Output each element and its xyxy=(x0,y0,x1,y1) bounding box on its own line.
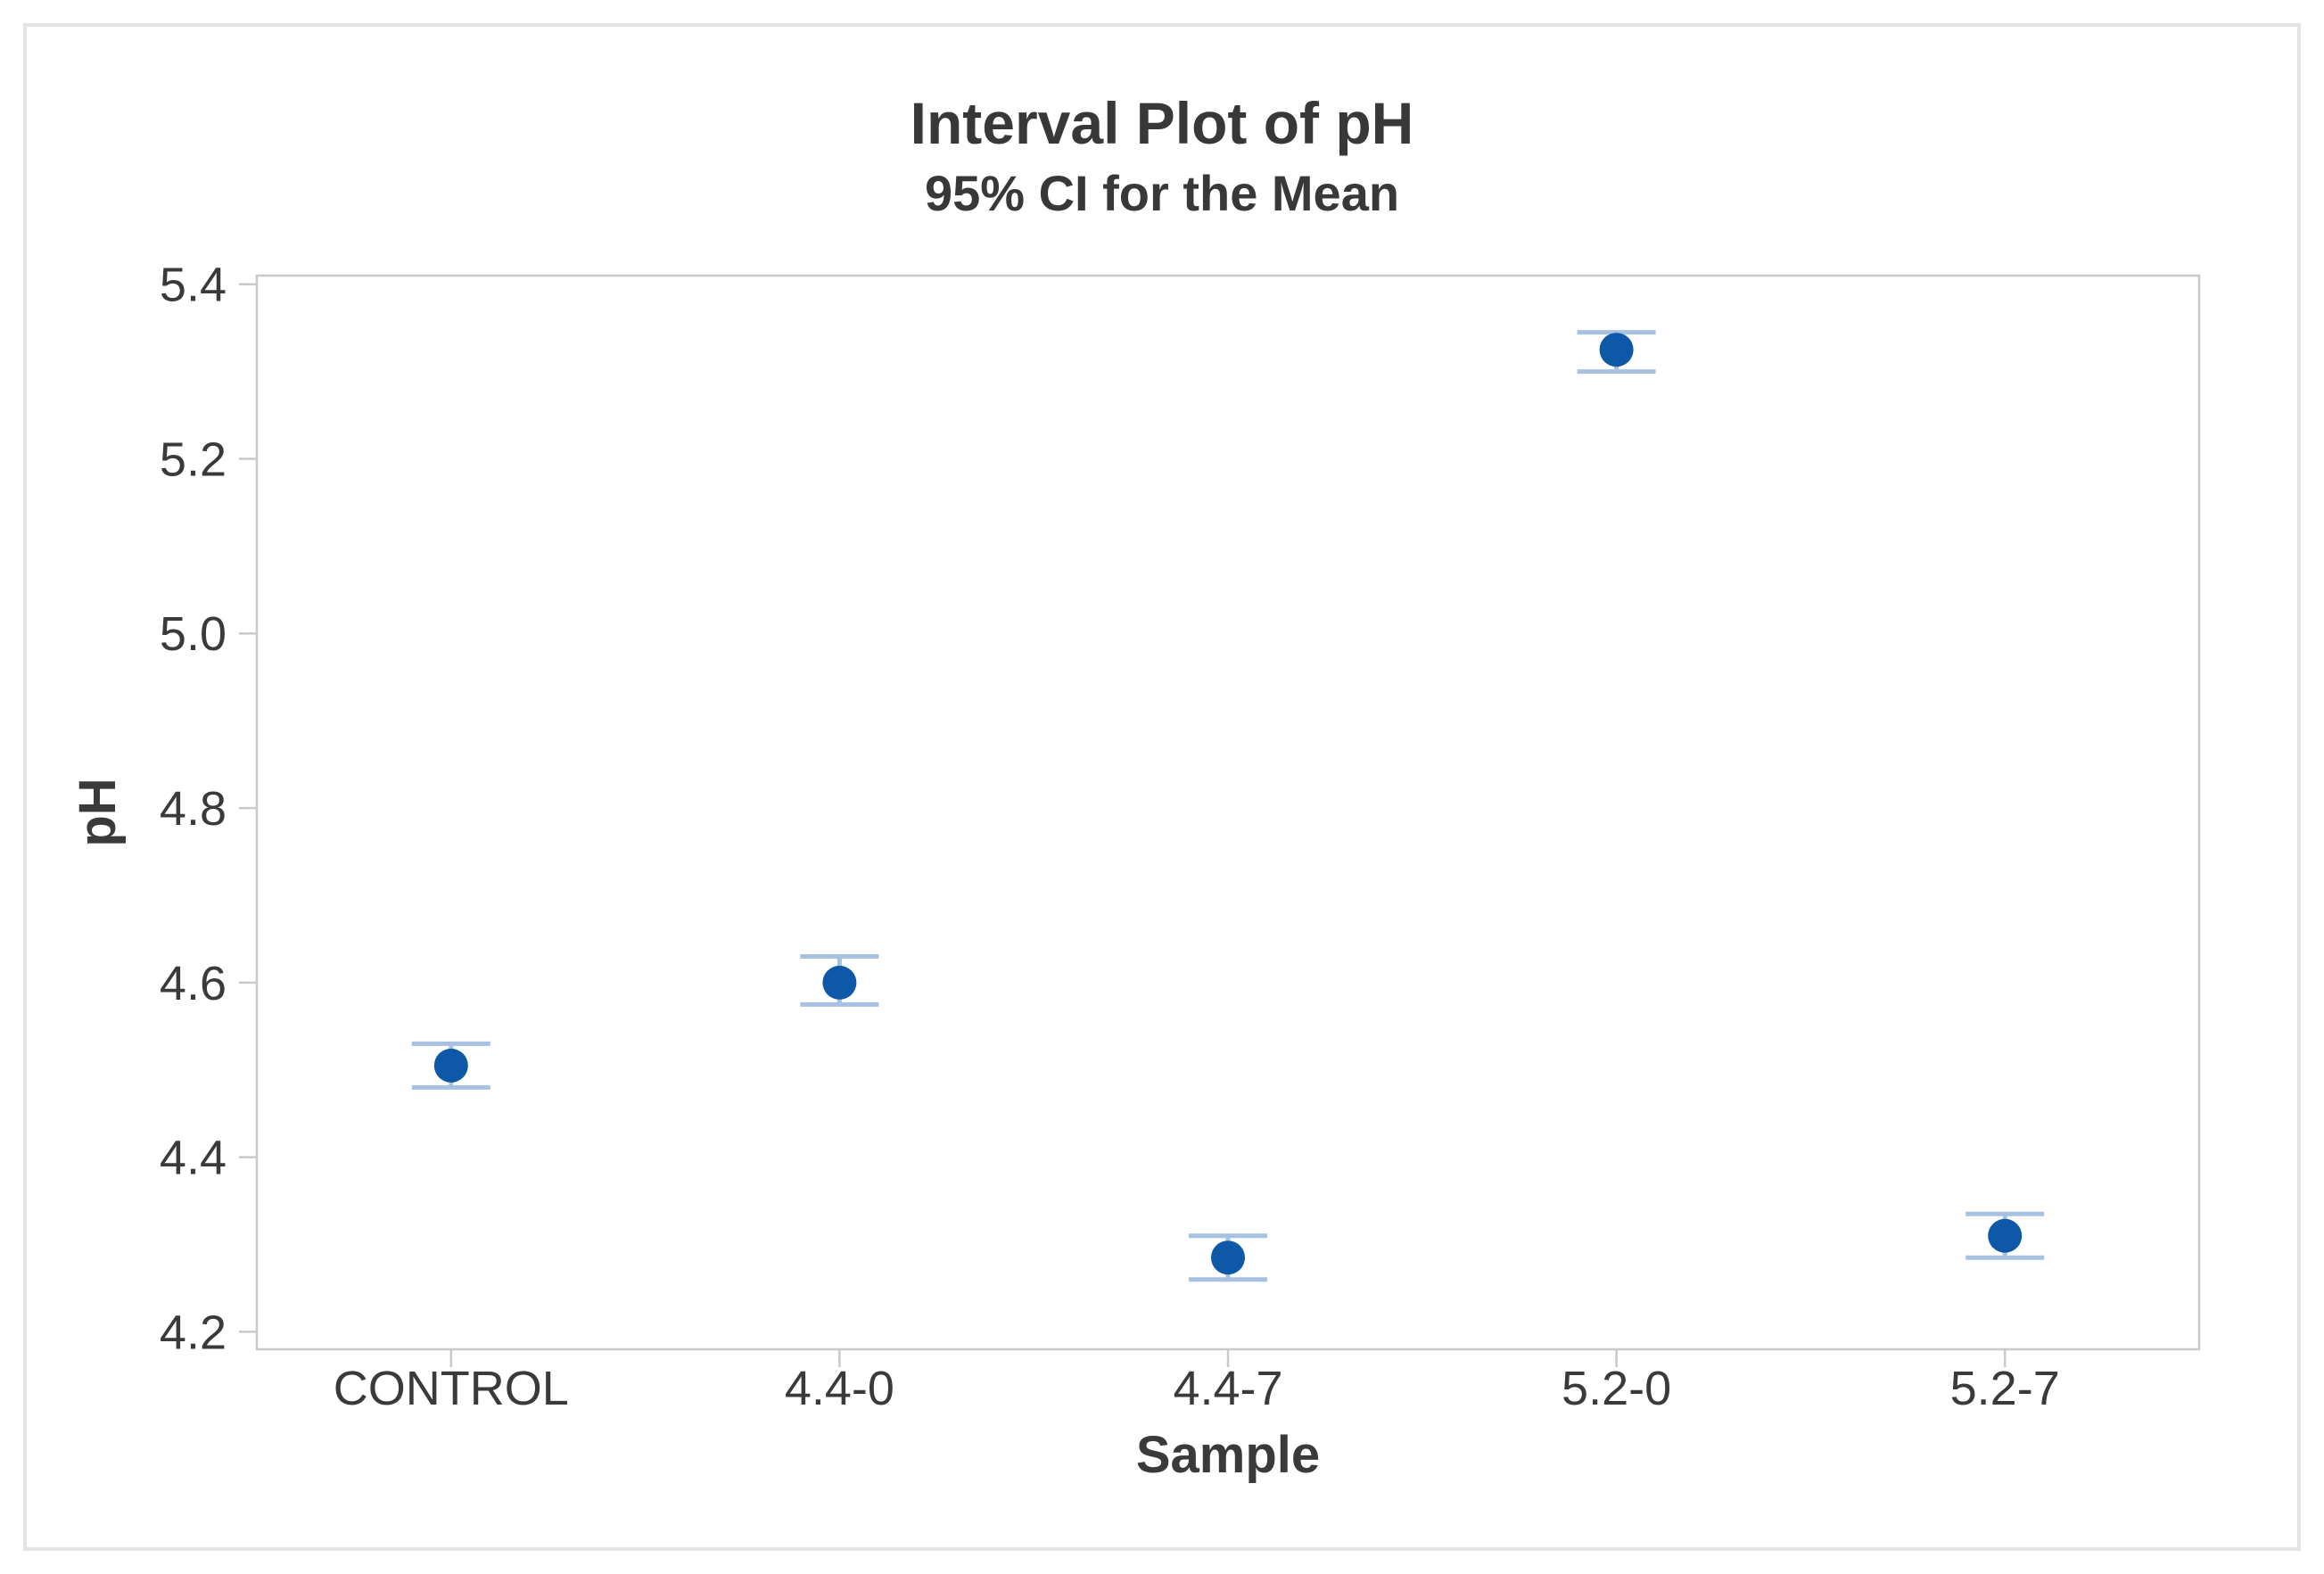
plot-frame xyxy=(255,274,2201,1351)
y-tick-label: 4.2 xyxy=(160,1306,227,1359)
y-tick-label: 4.8 xyxy=(160,782,227,836)
y-tick-label: 4.6 xyxy=(160,957,227,1010)
interval-bar xyxy=(1189,1233,1267,1282)
mean-point xyxy=(1988,1218,2023,1253)
y-tick-label: 4.4 xyxy=(160,1132,227,1185)
interval-bar xyxy=(1966,1211,2045,1260)
x-tick-label: 5.2-0 xyxy=(1562,1362,1671,1415)
x-tick-label: 5.2-7 xyxy=(1950,1362,2060,1415)
interval-bar xyxy=(800,954,879,1007)
interval-bar xyxy=(1577,330,1656,375)
x-tick-label: CONTROL xyxy=(334,1362,569,1415)
chart-title: Interval Plot of pH xyxy=(910,90,1414,156)
y-tick-label: 5.0 xyxy=(160,607,227,661)
y-tick-label: 5.4 xyxy=(160,259,227,312)
mean-point xyxy=(1599,333,1634,367)
y-tick-label: 5.2 xyxy=(160,433,227,486)
mean-point xyxy=(433,1048,468,1083)
chart-subtitle: 95% CI for the Mean xyxy=(924,165,1400,221)
interval-bar xyxy=(411,1041,490,1090)
x-tick-label: 4.4-7 xyxy=(1173,1362,1282,1415)
mean-point xyxy=(822,965,857,1000)
x-tick-label: 4.4-0 xyxy=(785,1362,894,1415)
mean-point xyxy=(1211,1240,1245,1275)
x-axis-title: Sample xyxy=(1135,1426,1321,1484)
